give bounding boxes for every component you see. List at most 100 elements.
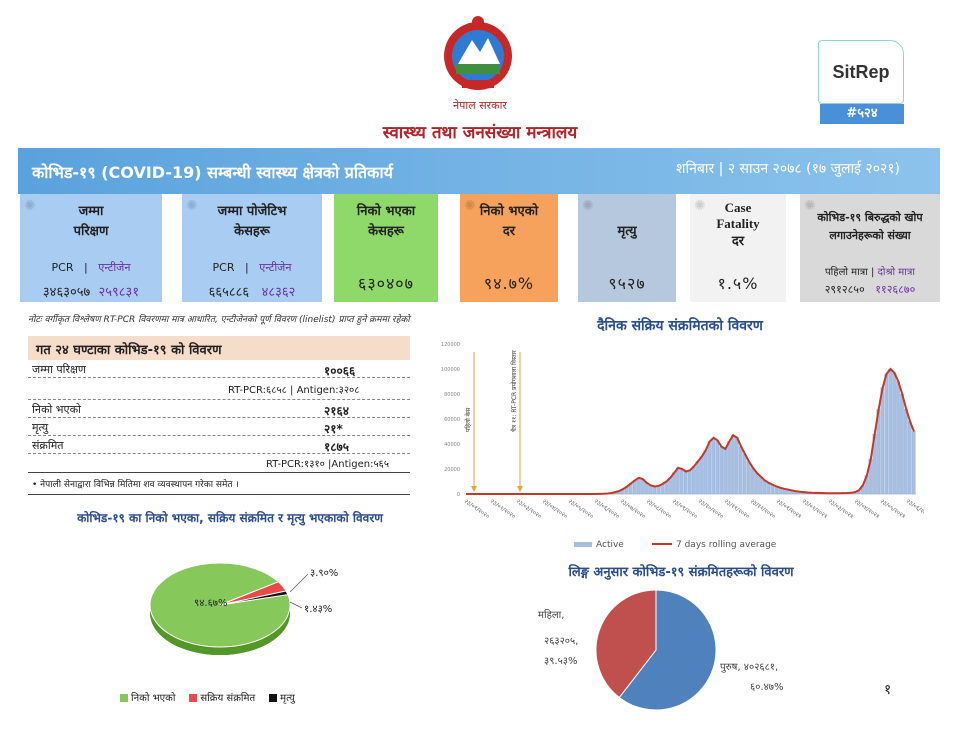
last24-tests-value: १००६६ — [324, 364, 356, 378]
last24-tests-label: जम्मा परिक्षण — [32, 363, 86, 376]
x-tick-label: २३/०९/२०२० — [671, 498, 699, 520]
card-cfr-title3: दर — [731, 234, 745, 249]
card-positive-title2: केसहरू — [234, 224, 270, 239]
last24-table: गत २४ घण्टाका कोभिड-१९ को विवरण जम्मा पर… — [28, 336, 410, 495]
y-tick-label: 100000 — [441, 367, 460, 373]
pie2-label-female: महिला, — [538, 609, 564, 621]
card-positive-antigen-value: ४८३६२ — [261, 285, 296, 300]
virus-icon: ✺ — [24, 198, 36, 214]
active-bar — [691, 466, 696, 495]
virus-icon: ✺ — [464, 198, 476, 214]
virus-icon: ✺ — [186, 198, 198, 214]
card-recovered: निको भएका केसहरू ६३०४०७ — [334, 194, 438, 302]
active-bar — [699, 456, 704, 495]
x-tick-label: २३/०१/२०२० — [463, 498, 491, 520]
legend-rolling-label: 7 days rolling average — [676, 540, 777, 550]
legend-active-swatch — [574, 542, 592, 547]
last24-infected-breakdown: RT-PCR:१३१० |Antigen:५६५ — [266, 459, 390, 470]
active-bar — [715, 440, 719, 495]
x-tick-label: २३/०३/२०२१ — [827, 498, 855, 520]
last24-infected-label: संक्रमित — [32, 439, 64, 452]
sitrep-badge: SitRep #५२४ — [818, 40, 904, 124]
pie-slice — [219, 590, 289, 606]
active-bar — [888, 368, 892, 495]
legend-deaths: मृत्यु — [269, 690, 295, 704]
pie1-label-recovered: ९४.६७% — [194, 598, 227, 609]
active-bar — [766, 482, 771, 495]
card-recovery-rate: ✺ निको भएको दर ९४.७% — [460, 194, 558, 302]
active-bar — [892, 372, 896, 495]
card-deaths: ✺ मृत्यु ९५२७ — [578, 194, 676, 302]
rolling-average-line — [466, 367, 915, 495]
active-bar — [904, 408, 908, 495]
pie2-title: लिङ्ग अनुसार कोभिड-१९ संक्रमितहरूको विवर… — [568, 565, 794, 580]
page-number: १ — [884, 682, 892, 698]
x-tick-label: २३/०४/२०२१ — [853, 498, 881, 520]
active-bar — [911, 431, 916, 495]
active-bar — [746, 461, 751, 495]
annotation-label: पहिलो केस — [464, 407, 472, 432]
active-bar — [880, 387, 885, 495]
card-tests: ✺ जम्मा परिक्षण PCR | एन्टीजेन ३४६३०५७ २… — [20, 194, 162, 302]
active-bar — [640, 478, 645, 495]
y-tick-label: 120000 — [441, 342, 460, 348]
outcome-pie-chart: ९४.६७% ३.९०% १.४३% — [140, 550, 380, 684]
note-text: नोटः वर्गीकृत विश्लेषण RT-PCR विवरणमा मा… — [28, 315, 410, 325]
card-cfr-title2: Fatality — [716, 216, 760, 231]
card-cfr-value: १.५% — [717, 274, 759, 293]
sitrep-number: #५२४ — [820, 104, 904, 124]
ministry-title: स्वास्थ्य तथा जनसंख्या मन्त्रालय — [382, 123, 578, 143]
banner-title: कोभिड-१९ (COVID-19) सम्बन्धी स्वास्थ्य क… — [32, 163, 393, 182]
active-bar — [680, 468, 684, 495]
card-vaccine-dose1-label: पहिलो मात्रा — [825, 267, 868, 278]
last24-row-tests: जम्मा परिक्षण १००६६ — [28, 360, 410, 378]
card-deaths-title: मृत्यु — [617, 224, 637, 239]
pie2-label-female-pct: ३९.५३% — [544, 656, 577, 667]
pie-slice — [595, 589, 657, 699]
active-bar — [707, 441, 712, 495]
last24-title: गत २४ घण्टाका कोभिड-१९ को विवरण — [28, 336, 410, 360]
card-positive-antigen-label: एन्टीजेन — [259, 261, 292, 274]
card-vaccine-dose2-value: ११२६८७० — [875, 283, 916, 296]
active-bar — [652, 486, 657, 495]
x-tick-label: २३/०८/२०२० — [645, 498, 673, 520]
card-vaccine: ✺ कोभिड-१९ बिरुद्धको खोप लगाउनेहरूको संख… — [800, 194, 940, 302]
pie1-title: कोभिड-१९ का निको भएका, सक्रिय संक्रमित र… — [77, 511, 383, 525]
card-vaccine-dose1-value: २९१२८५० — [824, 283, 865, 296]
active-bar — [884, 373, 888, 495]
last24-infected-value: १८७५ — [324, 440, 349, 454]
active-bar — [754, 472, 759, 495]
x-tick-label: २३/०१/२०२१ — [775, 498, 803, 520]
x-tick-label: २३/०४/२०२० — [541, 498, 569, 520]
card-vaccine-title: कोभिड-१९ बिरुद्धको खोप — [817, 211, 923, 224]
title-banner: कोभिड-१९ (COVID-19) सम्बन्धी स्वास्थ्य क… — [18, 148, 940, 194]
pie1-label-active: ३.९०% — [310, 568, 338, 579]
active-bar — [723, 448, 727, 495]
card-tests-antigen-value: २५९८३१ — [98, 285, 140, 300]
separator: | — [871, 267, 875, 278]
last24-deaths-value: २१* — [324, 422, 343, 436]
active-bar — [684, 471, 688, 495]
last24-row-tests-sub: RT-PCR:६८५८ | Antigen:३२०८ — [28, 378, 410, 400]
y-tick-label: 20000 — [444, 467, 460, 473]
last24-row-infected: संक्रमित १८७५ — [28, 436, 410, 454]
legend-active-label: Active — [596, 540, 624, 550]
active-bar — [900, 393, 904, 495]
gender-pie-chart: महिला, २६३२०५, ३९.५३% पुरुष, ४०२६८१, ६०.४७% — [520, 580, 820, 714]
x-tick-label: २३/०२/२०२० — [489, 498, 517, 520]
active-bar — [742, 453, 747, 495]
card-tests-title2: परिक्षण — [73, 224, 109, 239]
card-cfr: ✺ Case Fatality दर १.५% — [690, 194, 786, 302]
card-tests-antigen-label: एन्टीजेन — [98, 261, 131, 274]
active-bar — [711, 437, 716, 495]
last24-footnote: • नेपाली सेनाद्वारा विभिन्न मितिमा शव व्… — [28, 472, 410, 495]
pie1-legend: निको भएको सक्रिय संक्रमित मृत्यु — [120, 690, 380, 704]
separator: | — [245, 261, 249, 274]
virus-icon: ✺ — [694, 198, 706, 214]
active-cases-chart: 0 20000 40000 60000 80000 100000 120000 पहिलो क… — [424, 332, 933, 566]
active-bar — [758, 476, 763, 495]
pie2-label-female-count: २६३२०५, — [544, 636, 578, 647]
legend-active: सक्रिय संक्रमित — [189, 690, 255, 704]
y-tick-label: 60000 — [444, 417, 460, 423]
active-bar — [735, 437, 739, 495]
